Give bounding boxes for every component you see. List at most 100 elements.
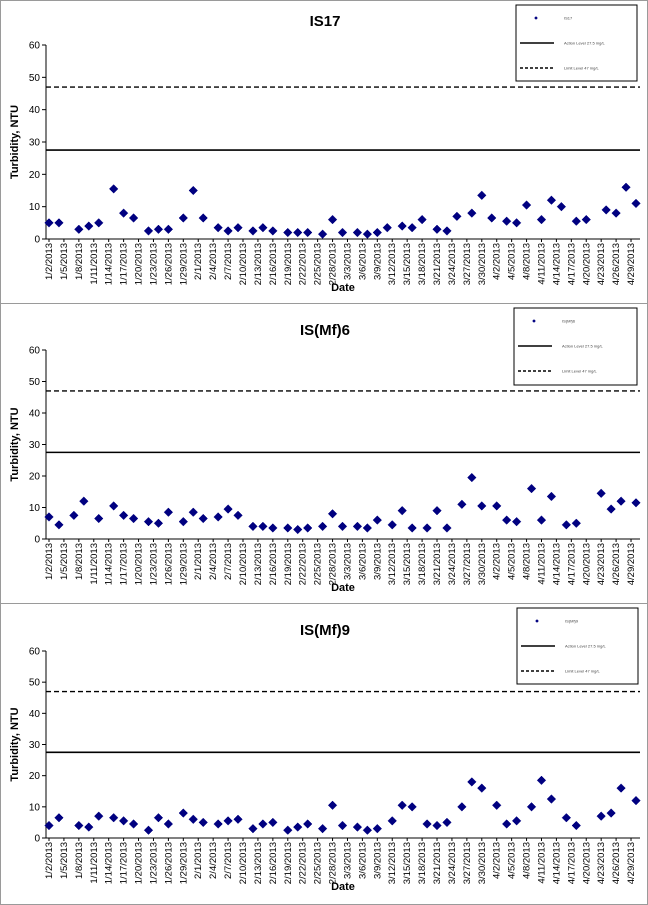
x-tick-label: 3/15/2013 [402,543,413,585]
data-point [163,819,174,829]
y-tick-label: 10 [29,202,41,213]
x-tick-label: 2/10/2013 [238,842,249,884]
data-point [372,823,382,834]
data-point [521,200,532,210]
data-point [631,795,641,806]
data-point [561,813,572,823]
data-point [327,800,338,810]
x-tick-label: 3/6/2013 [357,543,368,580]
x-tick-label: 3/27/2013 [462,543,473,585]
x-tick-label: 2/7/2013 [223,842,234,879]
x-tick-label: 3/27/2013 [462,842,473,884]
x-tick-label: 4/14/2013 [551,543,562,585]
data-point [268,226,278,236]
data-point [337,820,348,831]
chart-panel-2: IS(Mf)6 Turbidity, NTU 0 10 20 30 40 50 60 1/2/20… [1,304,647,603]
y-tick-label: 60 [29,647,41,658]
data-point [258,223,268,233]
x-tick-label: 3/24/2013 [447,543,458,585]
legend-label: IS(Mf)9 [565,619,579,624]
x-tick-label: 4/8/2013 [522,543,533,580]
x-tick-label: 2/13/2013 [253,243,264,285]
data-point [442,817,452,828]
data-point [128,819,139,829]
x-tick-label: 1/29/2013 [178,243,189,285]
x-tick-label: 3/12/2013 [387,243,398,285]
data-point [54,813,64,823]
data-point [188,185,198,196]
chart-panel-1: IS17 Turbidity, NTU 0 10 20 30 40 50 60 1/2/2013 1… [1,1,647,302]
data-point [492,800,502,810]
data-point [178,808,188,818]
x-tick-label: 4/2/2013 [492,842,503,879]
x-tick-label: 4/17/2013 [566,243,577,285]
x-tick-label: 4/26/2013 [611,543,622,585]
data-point [283,227,293,238]
data-point [303,819,313,829]
data-point [109,184,119,194]
x-tick-label: 3/3/2013 [342,842,353,879]
data-point [467,777,477,787]
data-point [198,817,208,828]
x-tick-label: 1/11/2013 [89,243,100,285]
data-point [258,819,268,829]
data-point [387,520,397,530]
chart-title: IS17 [310,13,341,30]
x-tick-label: 2/1/2013 [193,842,204,879]
x-tick-label: 2/4/2013 [208,243,219,280]
x-tick-label: 2/1/2013 [193,243,204,280]
x-tick-label: 1/2/2013 [44,842,55,879]
x-tick-label: 3/6/2013 [357,842,368,879]
x-tick-label: 2/25/2013 [313,543,324,585]
y-tick-label: 0 [34,235,40,246]
x-axis-label: Date [331,881,355,893]
data-point [432,224,442,234]
x-tick-label: 1/17/2013 [119,842,130,884]
data-point [178,517,188,527]
x-tick-label: 4/29/2013 [626,842,637,884]
data-point [337,227,348,238]
data-point [546,491,557,502]
data-point [432,820,442,831]
data-point [128,213,139,223]
x-tick-label: 2/19/2013 [283,543,294,585]
data-point [143,226,154,236]
data-point [382,223,392,233]
data-point [327,509,338,519]
x-tick-label: 4/23/2013 [596,543,607,585]
x-tick-label: 4/5/2013 [507,842,518,879]
y-tick-label: 40 [29,709,41,720]
data-point [571,820,581,831]
x-tick-label: 1/11/2013 [89,842,100,884]
x-tick-label: 2/22/2013 [298,243,309,285]
data-point [536,775,547,785]
data-point [502,515,512,525]
data-point [606,504,616,514]
data-point [153,518,164,528]
data-point [223,816,233,826]
data-point [198,213,208,223]
legend-marker [534,16,538,20]
legend-label: Limit Level 47 mg/L [562,369,597,374]
x-tick-label: 2/10/2013 [238,243,249,285]
data-point [44,820,54,831]
x-tick-label: 3/15/2013 [402,243,413,285]
x-tick-label: 1/20/2013 [134,243,145,285]
data-point [303,523,313,533]
y-tick-label: 20 [29,170,41,181]
legend-marker [532,319,536,323]
data-point [442,523,452,533]
data-point [213,819,223,829]
data-point [372,227,382,238]
x-tick-label: 3/3/2013 [342,543,353,580]
data-point [407,523,417,533]
data-point [94,811,104,821]
data-point [372,515,382,525]
x-tick-label: 2/16/2013 [268,243,279,285]
y-axis-label: Turbidity, NTU [9,707,21,781]
data-point [596,488,606,498]
x-tick-label: 4/26/2013 [611,243,622,285]
x-tick-label: 3/24/2013 [447,842,458,884]
x-tick-label: 4/20/2013 [581,543,592,585]
